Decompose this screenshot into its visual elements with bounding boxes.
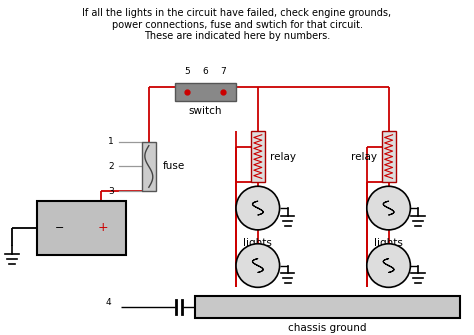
Circle shape bbox=[236, 244, 280, 287]
Text: −: − bbox=[55, 223, 64, 233]
Text: switch: switch bbox=[189, 106, 222, 116]
Text: fuse: fuse bbox=[163, 161, 185, 172]
Text: 3: 3 bbox=[109, 187, 114, 196]
Text: relay: relay bbox=[270, 151, 296, 161]
Bar bbox=[37, 201, 126, 255]
Bar bbox=[174, 83, 236, 101]
Circle shape bbox=[367, 244, 410, 287]
Text: 1: 1 bbox=[109, 137, 114, 146]
Circle shape bbox=[367, 186, 410, 230]
Text: 2: 2 bbox=[109, 162, 114, 171]
Bar bbox=[251, 131, 265, 182]
Text: lights: lights bbox=[243, 238, 272, 248]
Text: 7: 7 bbox=[220, 67, 226, 76]
Bar bbox=[195, 296, 460, 318]
Text: lights: lights bbox=[374, 238, 403, 248]
Bar bbox=[382, 131, 395, 182]
Text: If all the lights in the circuit have failed, check engine grounds,
power connec: If all the lights in the circuit have fa… bbox=[82, 8, 392, 41]
Bar bbox=[142, 142, 156, 191]
Text: 4: 4 bbox=[106, 298, 111, 307]
Text: relay: relay bbox=[351, 151, 377, 161]
Text: 6: 6 bbox=[202, 67, 208, 76]
Text: +: + bbox=[98, 221, 109, 234]
Text: 5: 5 bbox=[184, 67, 191, 76]
Text: chassis ground: chassis ground bbox=[288, 323, 367, 333]
Circle shape bbox=[236, 186, 280, 230]
